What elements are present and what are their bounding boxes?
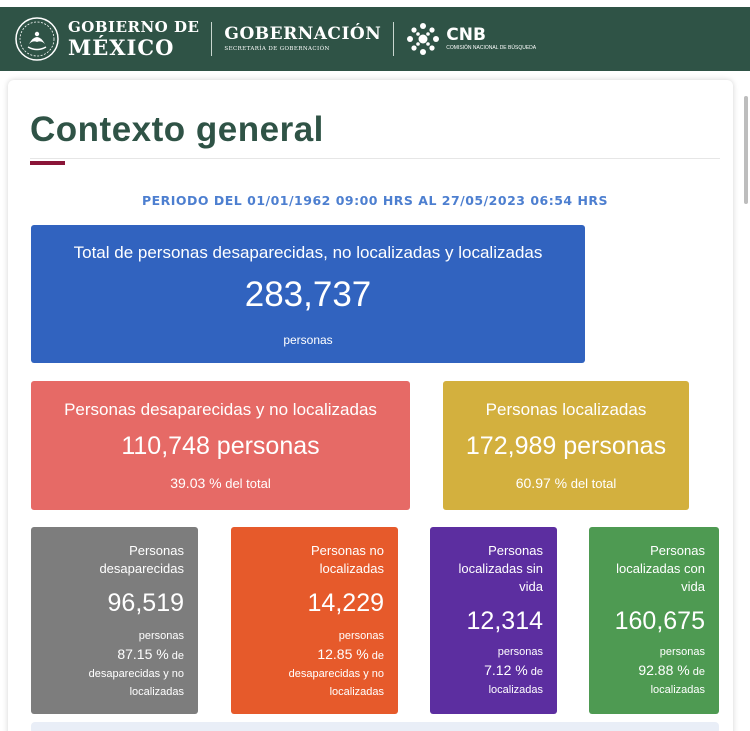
missing-percent: 39.03 % <box>170 475 222 491</box>
period-range: PERIODO DEL 01/01/1962 09:00 HRS AL 27/0… <box>141 193 609 208</box>
located-value: 172,989 personas <box>465 432 667 460</box>
card-value: 160,675 <box>614 607 705 635</box>
card-unit: personas <box>338 630 384 642</box>
cnb-logo[interactable]: CNB COMISIÓN NACIONAL DE BÚSQUEDA <box>446 27 536 51</box>
card-title-line: localizadas <box>319 561 384 576</box>
card-localizadas-con-vida: Personas localizadas con vida 160,675 pe… <box>589 527 719 714</box>
card-title-line: localizadas sin <box>458 561 543 576</box>
card-value: 12,314 <box>466 607 543 635</box>
missing-card: Personas desaparecidas y no localizadas … <box>31 381 410 510</box>
card-title-line: Personas <box>488 543 543 558</box>
card-percent: 7.12 % <box>484 662 528 678</box>
located-percent-line: 60.97 % del total <box>443 475 689 491</box>
card-title-line: desaparecidas <box>99 561 184 576</box>
title-accent-bar <box>30 161 65 165</box>
missing-percent-suffix: del total <box>221 476 271 491</box>
total-unit: personas <box>283 333 333 347</box>
card-percent-suffix: de <box>168 650 184 662</box>
header-divider <box>393 22 395 56</box>
card-title-line: vida <box>681 579 705 594</box>
cnb-subtitle: COMISIÓN NACIONAL DE BÚSQUEDA <box>446 45 537 51</box>
card-percent-line: 12.85 % de <box>231 645 384 665</box>
card-title-line: localizadas con <box>616 561 705 576</box>
gobernacion-title: GOBERNACIÓN <box>224 23 382 44</box>
missing-percent-line: 39.03 % del total <box>31 475 410 491</box>
total-label: Total de personas desaparecidas, no loca… <box>73 243 543 262</box>
card-percent: 12.85 % <box>317 646 369 662</box>
card-percent: 87.15 % <box>117 646 169 662</box>
card-percent-line: 87.15 % de <box>31 645 184 665</box>
card-percent-suffix: de <box>527 666 543 678</box>
card-percent-line: 92.88 % de <box>589 661 705 681</box>
card-desc: localizadas <box>129 686 184 698</box>
card-no-localizadas: Personas no localizadas 14,229 personas … <box>231 527 398 714</box>
card-desc: localizadas <box>488 684 543 696</box>
card-title: Personas localizadas sin vida <box>430 542 543 596</box>
header-divider <box>211 22 213 56</box>
located-percent-suffix: del total <box>567 476 617 491</box>
cnb-title: CNB <box>446 25 486 45</box>
card-title: Personas no localizadas <box>231 542 384 578</box>
card-percent: 92.88 % <box>638 662 690 678</box>
located-card: Personas localizadas 172,989 personas 60… <box>443 381 689 510</box>
gobierno-line-2: MÉXICO <box>68 35 175 60</box>
gobernacion-logo[interactable]: GOBERNACIÓN SECRETARÍA DE GOBERNACIÓN <box>224 23 382 53</box>
card-percent-suffix: de <box>368 650 384 662</box>
card-unit: personas <box>497 646 543 658</box>
title-divider <box>30 158 720 159</box>
card-title-line: Personas <box>129 543 184 558</box>
located-percent: 60.97 % <box>515 475 568 491</box>
card-desc: desaparecidas y no <box>88 668 184 680</box>
located-label: Personas localizadas <box>485 400 647 419</box>
card-desaparecidas: Personas desaparecidas 96,519 personas 8… <box>31 527 198 714</box>
total-card: Total de personas desaparecidas, no loca… <box>31 225 585 363</box>
cnb-emblem-icon[interactable] <box>406 22 440 56</box>
card-unit: personas <box>138 630 184 642</box>
card-title-line: vida <box>519 579 543 594</box>
card-desc: localizadas <box>329 686 384 698</box>
missing-label: Personas desaparecidas y no localizadas <box>64 400 377 419</box>
card-unit: personas <box>659 646 705 658</box>
card-title: Personas localizadas con vida <box>589 542 705 596</box>
card-desc: desaparecidas y no <box>288 668 384 680</box>
card-value: 14,229 <box>307 589 384 617</box>
card-percent-line: 7.12 % de <box>430 661 543 681</box>
gobernacion-subtitle: SECRETARÍA DE GOBERNACIÓN <box>224 45 330 52</box>
card-localizadas-sin-vida: Personas localizadas sin vida 12,314 per… <box>430 527 557 714</box>
gobierno-de-mexico-logo[interactable]: GOBIERNO DE MÉXICO <box>68 18 200 60</box>
card-title-line: Personas no <box>311 543 384 558</box>
card-title-line: Personas <box>650 543 705 558</box>
gobierno-line-1: GOBIERNO DE <box>68 18 200 36</box>
card-percent-suffix: de <box>689 666 705 678</box>
site-header: GOBIERNO DE MÉXICO GOBERNACIÓN SECRETARÍ… <box>0 7 750 71</box>
card-title: Personas desaparecidas <box>31 542 184 578</box>
scrollbar-thumb[interactable] <box>744 96 748 204</box>
mexico-seal-icon[interactable] <box>14 16 60 62</box>
card-desc: localizadas <box>650 684 705 696</box>
card-value: 96,519 <box>107 589 184 617</box>
total-value: 283,737 <box>244 275 372 314</box>
missing-value: 110,748 personas <box>121 432 320 460</box>
page-title: Contexto general <box>30 110 324 149</box>
next-section-edge <box>31 722 719 731</box>
